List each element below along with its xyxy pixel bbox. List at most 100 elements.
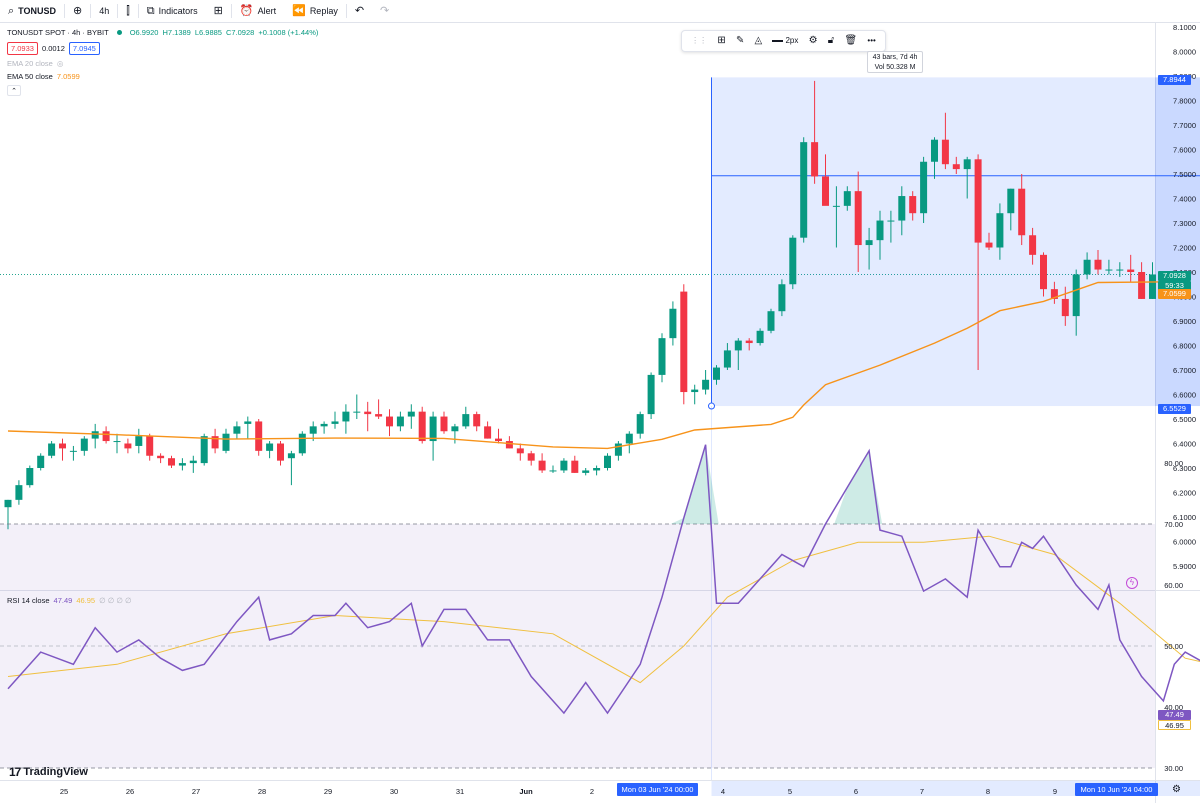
last-price-label: 7.0928	[1158, 271, 1191, 281]
time-tick-label: 2	[590, 787, 594, 796]
candle-body	[952, 164, 960, 170]
template-icon[interactable]: ⊞	[717, 35, 726, 46]
redo-button[interactable]: ↷	[372, 0, 397, 23]
price-tick-label: 6.2000	[1173, 489, 1196, 498]
candles-icon: ⫿	[126, 4, 130, 17]
candle-body	[560, 460, 568, 471]
candle-body	[745, 340, 753, 344]
time-tick-label: 30	[390, 787, 398, 796]
candle-body	[429, 416, 437, 442]
rsi-tick-label: 30.00	[1164, 764, 1183, 773]
rsi-ma-line	[7, 535, 1200, 684]
undo-icon: ↶	[354, 4, 365, 17]
candle-body	[4, 499, 12, 508]
candle-body	[298, 433, 306, 454]
candle-body	[59, 443, 66, 449]
candle-body	[244, 421, 252, 424]
compare-button[interactable]: ⊕	[65, 0, 90, 23]
ema50-legend[interactable]: EMA 50 close 7.0599	[7, 72, 80, 81]
rsi-ma-value-label: 46.95	[1158, 720, 1191, 730]
candle-body	[931, 139, 938, 162]
candle-body	[396, 416, 404, 427]
candle-body	[625, 433, 633, 444]
settings-icon[interactable]: ⚙	[808, 35, 818, 46]
price-tick-label: 6.8000	[1173, 342, 1196, 351]
range-start-time-label: Mon 03 Jun '24 00:00	[617, 783, 698, 796]
price-tick-label: 6.4000	[1173, 440, 1196, 449]
drag-handle-icon[interactable]: ⋮⋮	[691, 36, 708, 45]
range-low-label: 6.5529	[1158, 404, 1191, 414]
candle-body	[113, 441, 121, 443]
candle-body	[756, 330, 764, 344]
candle-body	[146, 436, 154, 456]
chart-type-button[interactable]: ⫿	[118, 0, 138, 23]
symbol-search[interactable]: ⌕ TONUSD	[0, 0, 64, 23]
indicators-button[interactable]: ⧉ Indicators	[139, 0, 206, 23]
tradingview-logo[interactable]: 17 TradingView	[9, 765, 88, 779]
trade-buttons: 7.0933 0.0012 7.0945	[7, 42, 100, 55]
time-tick-label: Jun	[519, 787, 533, 796]
toolbar-divider	[64, 4, 66, 18]
candle-body	[865, 240, 873, 246]
interval-button[interactable]: 4h	[91, 0, 117, 23]
undo-button[interactable]: ↶	[347, 0, 372, 23]
candle-body	[233, 426, 241, 434]
candle-body	[909, 196, 917, 214]
time-tick-label: 5	[788, 787, 792, 796]
candle-body	[876, 220, 884, 241]
ema20-legend[interactable]: EMA 20 close ◎	[7, 59, 63, 68]
time-tick-label: 8	[986, 787, 990, 796]
lock-icon[interactable]: 🔓︎	[827, 35, 835, 46]
rsi-pane	[0, 444, 1200, 769]
legend-open: O6.9920	[129, 28, 159, 37]
replay-button[interactable]: ⏪ Replay	[284, 0, 346, 23]
lightning-icon[interactable]: ϟ	[1126, 577, 1138, 589]
indicators-icon: ⧉	[146, 4, 155, 17]
candle-body	[571, 460, 579, 473]
candle-body	[320, 423, 328, 427]
candle-body	[582, 470, 590, 473]
time-tick-label: 4	[721, 787, 725, 796]
search-icon: ⌕	[8, 4, 15, 17]
candle-body	[985, 242, 993, 248]
candle-body	[669, 308, 677, 339]
candle-body	[854, 191, 862, 246]
candle-body	[1029, 235, 1037, 255]
alert-button[interactable]: ⏰ Alert	[232, 0, 284, 23]
rsi-tick-label: 40.00	[1164, 703, 1183, 712]
candle-body	[811, 142, 819, 177]
candle-body	[287, 453, 295, 459]
grid	[0, 23, 1200, 803]
pencil-icon[interactable]: ✎	[735, 35, 745, 46]
fill-icon[interactable]: ◬	[754, 35, 763, 46]
candle-body	[168, 458, 175, 466]
candle-body	[963, 159, 971, 170]
rsi-overbought-fill	[834, 450, 883, 524]
candle-body	[516, 448, 524, 454]
rsi-label: RSI 14 close	[7, 596, 50, 605]
line-width-button[interactable]: 2px	[772, 37, 798, 45]
legend-change: +0.1008 (+1.44%)	[258, 28, 319, 37]
candle-body	[1094, 259, 1102, 270]
time-tick-label: 26	[126, 787, 134, 796]
collapse-legend-button[interactable]: ⌃	[7, 85, 21, 96]
tv-logo-icon: 17	[9, 765, 21, 779]
trash-icon[interactable]: 🗑︎	[844, 35, 858, 46]
more-icon[interactable]: •••	[867, 36, 876, 45]
hidden-eye-icon[interactable]: ◎	[56, 59, 64, 68]
range-volume: Vol 50.328 M	[874, 64, 916, 71]
indicators-label: Indicators	[158, 6, 198, 16]
candle-body	[713, 367, 720, 380]
sell-button[interactable]: 7.0933	[7, 42, 38, 55]
redo-icon: ↷	[380, 4, 390, 17]
candle-body	[996, 213, 1004, 248]
layout-button[interactable]: ⊞	[206, 0, 231, 23]
ema50-label: EMA 50 close	[7, 72, 53, 81]
candle-body	[822, 176, 829, 206]
buy-button[interactable]: 7.0945	[68, 42, 100, 55]
axis-settings-icon[interactable]: ⚙	[1172, 784, 1181, 795]
time-tick-label: 29	[324, 787, 332, 796]
rsi-legend[interactable]: RSI 14 close 47.49 46.95 ∅ ∅ ∅ ∅	[7, 596, 131, 605]
candle-body	[1040, 254, 1047, 290]
